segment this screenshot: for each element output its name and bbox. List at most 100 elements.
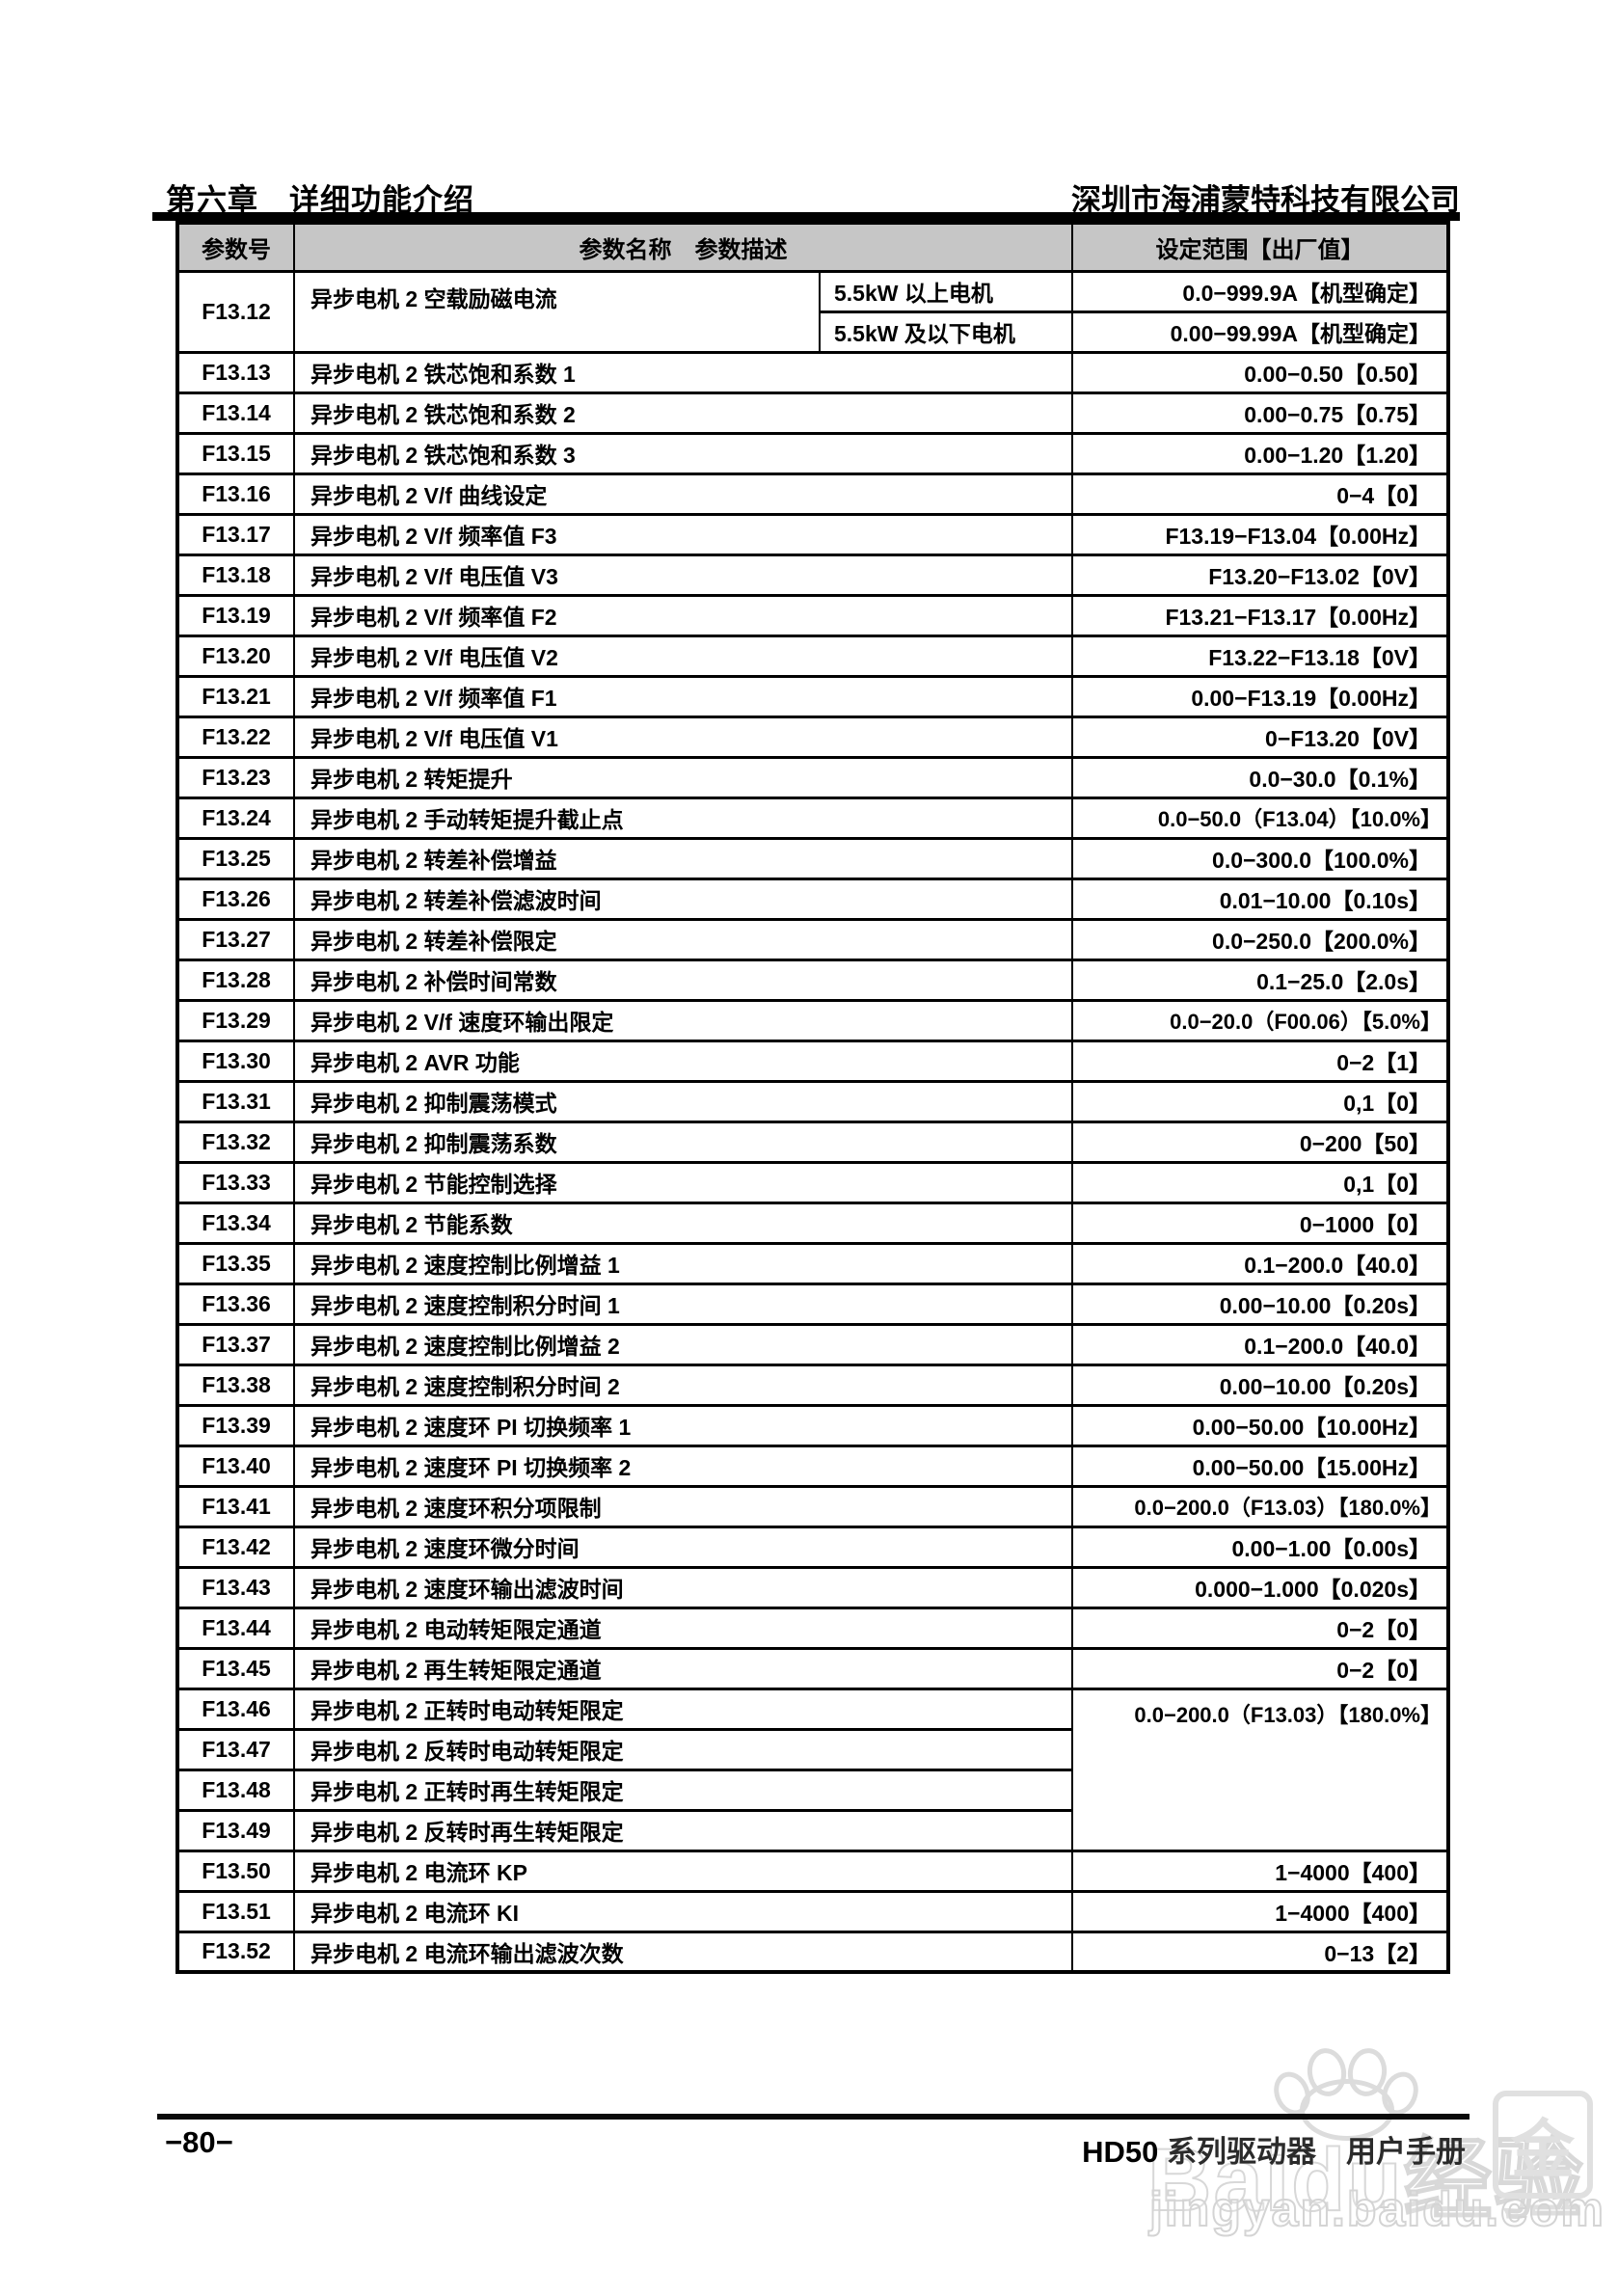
param-no: F13.35 — [176, 1241, 295, 1285]
param-desc: 5.5kW 以上电机 — [819, 269, 1073, 313]
param-no: F13.43 — [176, 1565, 295, 1609]
param-name: 异步电机 2 速度控制积分时间 1 — [293, 1282, 1073, 1326]
table-header: 参数号 参数名称 参数描述 设定范围【出厂值】 — [176, 221, 1449, 273]
param-range: 0.1−200.0【40.0】 — [1071, 1322, 1449, 1366]
param-no: F13.42 — [176, 1525, 295, 1569]
table-row: F13.19 异步电机 2 V/f 频率值 F2 F13.21−F13.17【0.0… — [176, 593, 1449, 637]
param-no: F13.16 — [176, 472, 295, 516]
param-no: F13.29 — [176, 998, 295, 1042]
param-no: F13.20 — [176, 634, 295, 678]
col-header-param-name: 参数名称 参数描述 — [293, 221, 1073, 273]
param-name: 异步电机 2 节能系数 — [293, 1201, 1073, 1245]
col-header-range: 设定范围【出厂值】 — [1071, 221, 1449, 273]
table-row: F13.27 异步电机 2 转差补偿限定 0.0−250.0【200.0%】 — [176, 917, 1449, 961]
param-range: 0.00−1.20【1.20】 — [1071, 431, 1449, 475]
param-desc: 5.5kW 及以下电机 — [819, 310, 1073, 354]
table-row: F13.32 异步电机 2 抑制震荡系数 0−200【50】 — [176, 1120, 1449, 1164]
param-no: F13.22 — [176, 715, 295, 759]
table-row: F13.48 异步电机 2 正转时再生转矩限定 — [176, 1768, 1448, 1812]
param-range: 0.0−200.0（F13.03）【180.0%】 — [1071, 1484, 1449, 1528]
param-no: F13.36 — [176, 1282, 295, 1326]
table-row: F13.43 异步电机 2 速度环输出滤波时间 0.000−1.000【0.020s… — [176, 1565, 1449, 1609]
table-row: F13.44 异步电机 2 电动转矩限定通道 0−2【0】 — [176, 1606, 1449, 1650]
param-no: F13.25 — [176, 836, 295, 880]
param-name: 异步电机 2 铁芯饱和系数 2 — [293, 391, 1073, 435]
param-range: 1−4000【400】 — [1071, 1849, 1449, 1893]
param-range: 0.0−20.0（F00.06）【5.0%】 — [1071, 998, 1449, 1042]
table-row: F13.46 异步电机 2 正转时电动转矩限定 0.0−200.0（F13.03）【… — [176, 1687, 1449, 1852]
param-no: F13.34 — [176, 1201, 295, 1245]
table-row: F13.23 异步电机 2 转矩提升 0.0−30.0【0.1%】 — [176, 755, 1449, 799]
param-name: 异步电机 2 空载励磁电流 — [293, 269, 821, 354]
param-no: F13.46 — [176, 1687, 295, 1731]
paw-pad-icon — [1300, 2079, 1394, 2141]
table-row: F13.25 异步电机 2 转差补偿增益 0.0−300.0【100.0%】 — [176, 836, 1449, 880]
param-name: 异步电机 2 反转时再生转矩限定 — [293, 1808, 1073, 1852]
watermark-url: jingyan.baidu.com — [1148, 2181, 1605, 2237]
manual-title-rest: 系列驱动器 用户手册 — [1158, 2135, 1466, 2169]
table-row: F13.39 异步电机 2 速度环 PI 切换频率 1 0.00−50.00【10.… — [176, 1403, 1449, 1447]
table-row: F13.47 异步电机 2 反转时电动转矩限定 — [176, 1727, 1448, 1771]
table-row: F13.24 异步电机 2 手动转矩提升截止点 0.0−50.0（F13.04）【1… — [176, 796, 1449, 840]
param-range: 0.1−200.0【40.0】 — [1071, 1241, 1449, 1285]
param-range: 0−2【1】 — [1071, 1039, 1449, 1083]
table-row: 5.5kW 及以下电机 0.00−99.99A【机型确定】 — [177, 310, 1449, 354]
param-name: 异步电机 2 正转时再生转矩限定 — [293, 1768, 1073, 1812]
header-rule — [152, 212, 1460, 221]
param-no: F13.49 — [176, 1808, 295, 1852]
table-row: F13.50 异步电机 2 电流环 KP 1−4000【400】 — [176, 1849, 1449, 1893]
table-row: F13.36 异步电机 2 速度控制积分时间 1 0.00−10.00【0.20s】 — [176, 1282, 1449, 1326]
param-range: 0.00−50.00【10.00Hz】 — [1071, 1403, 1449, 1447]
param-no: F13.18 — [176, 553, 295, 597]
param-name: 异步电机 2 抑制震荡系数 — [293, 1120, 1073, 1164]
param-name: 异步电机 2 抑制震荡模式 — [293, 1079, 1073, 1123]
param-range: 0.00−F13.19【0.00Hz】 — [1071, 674, 1449, 718]
param-table-body: F13.12 异步电机 2 空载励磁电流 5.5kW 以上电机 0.0−999.9A【… — [176, 269, 1449, 1974]
table-row: F13.29 异步电机 2 V/f 速度环输出限定 0.0−20.0（F00.06）… — [176, 998, 1449, 1042]
param-range: F13.21−F13.17【0.00Hz】 — [1071, 593, 1449, 637]
param-no: F13.12 — [176, 269, 295, 354]
param-name: 异步电机 2 V/f 电压值 V3 — [293, 553, 1073, 597]
baidu-paw-icon — [1267, 2045, 1425, 2141]
param-name: 异步电机 2 铁芯饱和系数 3 — [293, 431, 1073, 475]
param-name: 异步电机 2 V/f 电压值 V2 — [293, 634, 1073, 678]
param-name: 异步电机 2 再生转矩限定通道 — [293, 1646, 1073, 1690]
footer-rule — [157, 2114, 1470, 2120]
param-range: 0−4【0】 — [1071, 472, 1449, 516]
param-range: 0.1−25.0【2.0s】 — [1071, 958, 1449, 1002]
param-no: F13.40 — [176, 1444, 295, 1488]
param-no: F13.44 — [176, 1606, 295, 1650]
param-name: 异步电机 2 V/f 频率值 F1 — [293, 674, 1073, 718]
company-name: 深圳市海浦蒙特科技有限公司 — [1071, 183, 1460, 217]
param-name: 异步电机 2 反转时电动转矩限定 — [293, 1727, 1073, 1771]
manual-title: HD50 系列驱动器 用户手册 — [1082, 2127, 1466, 2171]
param-range: 0.00−50.00【15.00Hz】 — [1071, 1444, 1449, 1488]
param-no: F13.37 — [176, 1322, 295, 1366]
table-row: F13.22 异步电机 2 V/f 电压值 V1 0−F13.20【0V】 — [176, 715, 1449, 759]
param-no: F13.13 — [176, 350, 295, 394]
param-name: 异步电机 2 速度环 PI 切换频率 2 — [293, 1444, 1073, 1488]
param-no: F13.41 — [176, 1484, 295, 1528]
param-name: 异步电机 2 AVR 功能 — [293, 1039, 1073, 1083]
param-range: 0.0−300.0【100.0%】 — [1071, 836, 1449, 880]
table-row: F13.42 异步电机 2 速度环微分时间 0.00−1.00【0.00s】 — [176, 1525, 1449, 1569]
param-range: 0.00−0.50【0.50】 — [1071, 350, 1449, 394]
param-name: 异步电机 2 转差补偿滤波时间 — [293, 877, 1073, 921]
table-row: F13.51 异步电机 2 电流环 KI 1−4000【400】 — [176, 1889, 1449, 1933]
param-name: 异步电机 2 转差补偿限定 — [293, 917, 1073, 961]
param-range: 0.0−30.0【0.1%】 — [1071, 755, 1449, 799]
param-name: 异步电机 2 速度环输出滤波时间 — [293, 1565, 1073, 1609]
param-no: F13.32 — [176, 1120, 295, 1164]
param-range: 0−200【50】 — [1071, 1120, 1449, 1164]
watermark-coin-icon: 金 — [1493, 2091, 1593, 2199]
param-range: 0.0−250.0【200.0%】 — [1071, 917, 1449, 961]
table-row: F13.18 异步电机 2 V/f 电压值 V3 F13.20−F13.02【0V】 — [176, 553, 1449, 597]
param-range: F13.22−F13.18【0V】 — [1071, 634, 1449, 678]
table-row: F13.28 异步电机 2 补偿时间常数 0.1−25.0【2.0s】 — [176, 958, 1449, 1002]
table-row: F13.13 异步电机 2 铁芯饱和系数 1 0.00−0.50【0.50】 — [176, 350, 1449, 394]
param-range: F13.20−F13.02【0V】 — [1071, 553, 1449, 597]
param-name: 异步电机 2 转矩提升 — [293, 755, 1073, 799]
table-row: F13.21 异步电机 2 V/f 频率值 F1 0.00−F13.19【0.00H… — [176, 674, 1449, 718]
param-range: 0.00−10.00【0.20s】 — [1071, 1282, 1449, 1326]
